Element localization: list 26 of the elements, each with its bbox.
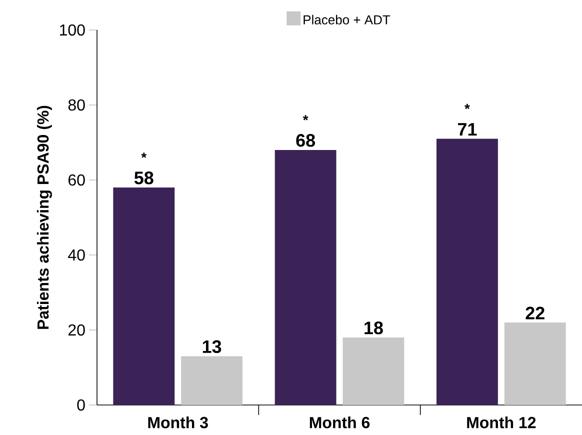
bar bbox=[274, 150, 336, 405]
data-label: 68 bbox=[296, 134, 316, 147]
bar bbox=[504, 322, 566, 405]
legend-label: Placebo + ADT bbox=[304, 14, 390, 24]
x-tick-label: Month 3 bbox=[148, 416, 208, 428]
data-label: 58 bbox=[134, 172, 154, 184]
bar bbox=[113, 187, 175, 405]
x-tick-label: Month 6 bbox=[310, 416, 370, 428]
y-tick-label: 100 bbox=[60, 24, 85, 36]
bar bbox=[342, 337, 404, 405]
y-axis-title: Patients achieving PSA90 (%) bbox=[36, 106, 52, 329]
y-tick-label: 40 bbox=[68, 249, 85, 261]
data-label: 13 bbox=[202, 340, 222, 354]
x-tick-label: Month 12 bbox=[467, 416, 536, 428]
data-label: 71 bbox=[458, 123, 477, 136]
data-label: 18 bbox=[364, 322, 383, 334]
y-tick-label: 80 bbox=[68, 99, 85, 111]
data-label: 22 bbox=[526, 306, 544, 320]
annotation: * bbox=[302, 115, 308, 120]
annotation: * bbox=[141, 152, 147, 158]
y-tick-label: 60 bbox=[68, 174, 85, 186]
y-tick-label: 0 bbox=[77, 399, 85, 411]
y-tick-label: 20 bbox=[68, 324, 85, 336]
bar bbox=[436, 138, 498, 405]
bar bbox=[181, 356, 243, 405]
annotation: * bbox=[464, 104, 470, 110]
